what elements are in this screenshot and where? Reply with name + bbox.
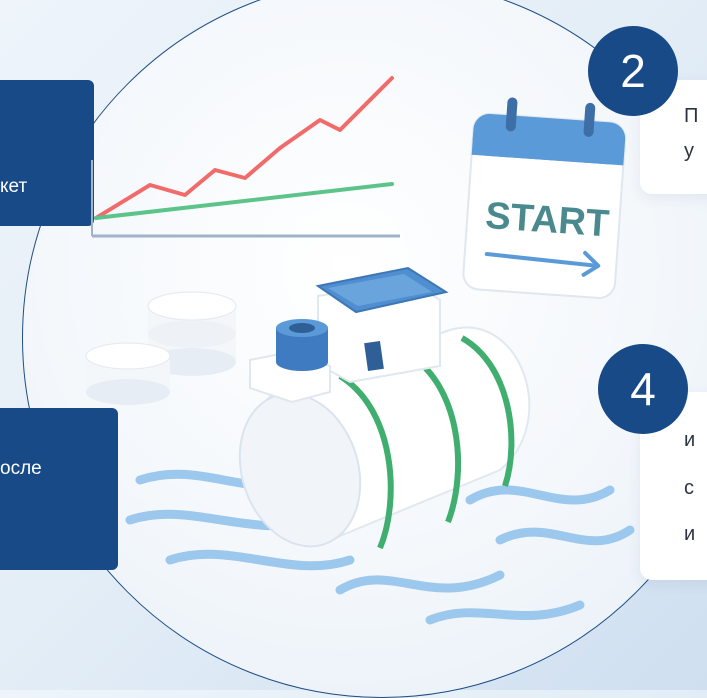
right-bottom-line-3: и	[684, 523, 696, 545]
trend-green-line	[94, 182, 394, 220]
left-bottom-step-text: осле	[0, 458, 42, 479]
right-top-line-1: П	[684, 105, 699, 127]
step-2-badge: 2	[588, 26, 678, 116]
trend-chart-illustration	[91, 76, 400, 238]
right-top-line-2: у	[684, 140, 694, 162]
septic-tank-illustration	[238, 266, 531, 550]
calendar-start-label: START	[484, 195, 610, 246]
coin-stack-front	[85, 342, 171, 405]
right-bottom-line-1: и	[684, 429, 696, 451]
coin-stacks-illustration	[85, 291, 237, 405]
calendar-arrow-icon	[581, 250, 601, 277]
step-4-number: 4	[630, 363, 656, 415]
left-top-step-card: кет	[0, 80, 94, 226]
calendar-illustration: START	[462, 97, 627, 299]
trend-red-line	[94, 76, 394, 220]
right-bottom-line-2: с	[684, 477, 694, 499]
left-bottom-step-card: осле	[0, 408, 118, 570]
left-top-step-text: кет	[0, 176, 28, 197]
step-4-badge: 4	[598, 344, 688, 434]
step-2-number: 2	[620, 45, 646, 97]
